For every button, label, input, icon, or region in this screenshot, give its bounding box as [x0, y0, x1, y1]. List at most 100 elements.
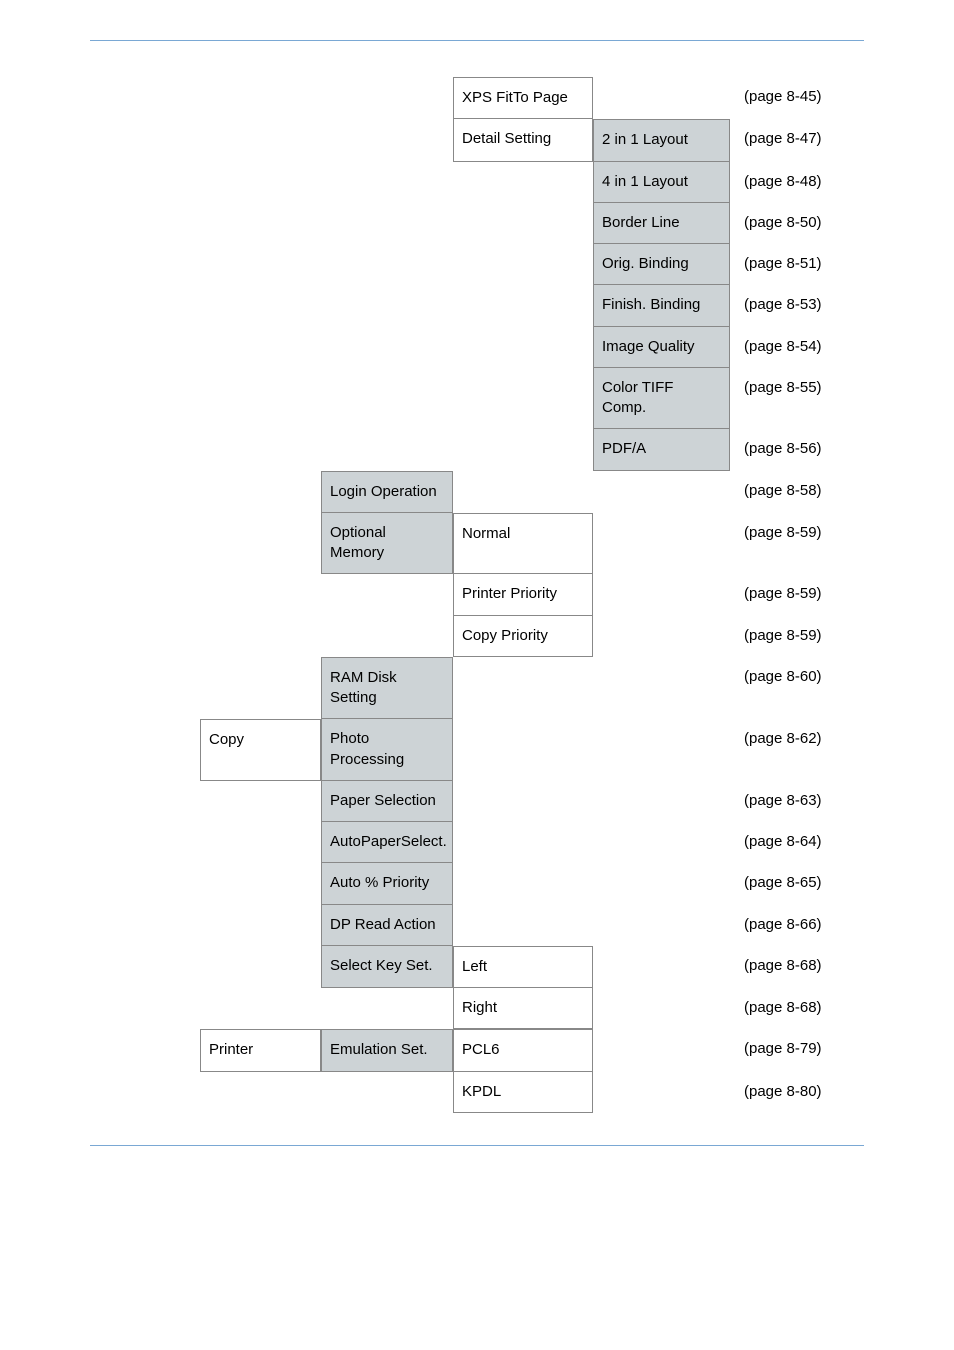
- level3-cell: [453, 471, 593, 513]
- page-ref: (page 8-66): [730, 905, 860, 946]
- level2-cell: Paper Selection: [321, 781, 453, 822]
- level2-cell: [321, 368, 453, 430]
- level3-cell: Normal: [453, 513, 593, 575]
- level3-cell: [453, 285, 593, 326]
- level2-cell: AutoPaperSelect.: [321, 822, 453, 863]
- level2-cell: Auto % Priority: [321, 863, 453, 904]
- level3-cell: Copy Priority: [453, 616, 593, 657]
- level2-cell: Photo Processing: [321, 719, 453, 781]
- level1-cell: Printer: [200, 1029, 321, 1071]
- level2-cell: Login Operation: [321, 471, 453, 513]
- top-rule: [90, 40, 864, 41]
- level1-cell: [200, 822, 321, 863]
- level4-cell: Finish. Binding: [593, 285, 730, 326]
- level4-cell: 2 in 1 Layout: [593, 119, 730, 161]
- level3-cell: [453, 203, 593, 244]
- level1-cell: [200, 162, 321, 203]
- level1-cell: [200, 905, 321, 946]
- page-ref: (page 8-59): [730, 616, 860, 657]
- level1-cell: [200, 616, 321, 657]
- level3-cell: [453, 719, 593, 781]
- page-ref: (page 8-68): [730, 946, 860, 988]
- page-ref: (page 8-56): [730, 429, 860, 470]
- level4-cell: [593, 781, 730, 822]
- level1-cell: [200, 863, 321, 904]
- level4-cell: [593, 822, 730, 863]
- table-row: 4 in 1 Layout(page 8-48): [200, 162, 864, 203]
- level2-cell: [321, 203, 453, 244]
- level3-cell: [453, 863, 593, 904]
- level3-cell: Left: [453, 946, 593, 988]
- page-ref: (page 8-60): [730, 657, 860, 720]
- page-ref: (page 8-80): [730, 1072, 860, 1113]
- table-row: Select Key Set.Left (page 8-68): [200, 946, 864, 988]
- level1-cell: [200, 513, 321, 575]
- table-row: Printer Priority(page 8-59): [200, 574, 864, 615]
- table-row: Detail Setting2 in 1 Layout(page 8-47): [200, 119, 864, 161]
- table-row: KPDL (page 8-80): [200, 1072, 864, 1113]
- level4-cell: [593, 863, 730, 904]
- level3-cell: KPDL: [453, 1072, 593, 1113]
- level2-cell: [321, 429, 453, 470]
- level4-cell: Orig. Binding: [593, 244, 730, 285]
- level1-cell: [200, 327, 321, 368]
- level3-cell: [453, 244, 593, 285]
- page-ref: (page 8-54): [730, 327, 860, 368]
- page-ref: (page 8-50): [730, 203, 860, 244]
- table-row: Border Line(page 8-50): [200, 203, 864, 244]
- page-ref: (page 8-53): [730, 285, 860, 326]
- level4-cell: [593, 905, 730, 946]
- page-ref: (page 8-65): [730, 863, 860, 904]
- level2-cell: [321, 327, 453, 368]
- table-row: Paper Selection (page 8-63): [200, 781, 864, 822]
- level3-cell: Detail Setting: [453, 119, 593, 161]
- level3-cell: [453, 368, 593, 430]
- level3-cell: XPS FitTo Page: [453, 77, 593, 119]
- table-row: Finish. Binding(page 8-53): [200, 285, 864, 326]
- level4-cell: [593, 988, 730, 1029]
- level2-cell: [321, 285, 453, 326]
- table-row: Login Operation (page 8-58): [200, 471, 864, 513]
- level1-cell: [200, 946, 321, 988]
- level4-cell: [593, 946, 730, 988]
- level2-cell: [321, 119, 453, 161]
- table-row: Right (page 8-68): [200, 988, 864, 1029]
- page-ref: (page 8-63): [730, 781, 860, 822]
- page-ref: (page 8-64): [730, 822, 860, 863]
- level4-cell: [593, 471, 730, 513]
- level2-cell: [321, 162, 453, 203]
- level3-cell: Right: [453, 988, 593, 1029]
- level3-cell: [453, 822, 593, 863]
- level3-cell: PCL6: [453, 1029, 593, 1071]
- page-ref: (page 8-59): [730, 513, 860, 575]
- level4-cell: PDF/A: [593, 429, 730, 470]
- table-row: Orig. Binding(page 8-51): [200, 244, 864, 285]
- level2-cell: Select Key Set.: [321, 946, 453, 988]
- level4-cell: Image Quality: [593, 327, 730, 368]
- table-row: PrinterEmulation Set.PCL6(page 8-79): [200, 1029, 864, 1071]
- page-ref: (page 8-58): [730, 471, 860, 513]
- level4-cell: [593, 1029, 730, 1071]
- level4-cell: [593, 574, 730, 615]
- level4-cell: Color TIFF Comp.: [593, 368, 730, 430]
- table-row: PDF/A(page 8-56): [200, 429, 864, 470]
- level3-cell: [453, 429, 593, 470]
- bottom-rule: [90, 1145, 864, 1146]
- page-ref: (page 8-79): [730, 1029, 860, 1071]
- level1-cell: [200, 119, 321, 161]
- level1-cell: [200, 429, 321, 470]
- level1-cell: Copy: [200, 719, 321, 781]
- level4-cell: [593, 77, 730, 119]
- table-row: Image Quality(page 8-54): [200, 327, 864, 368]
- level2-cell: [321, 77, 453, 119]
- level3-cell: [453, 327, 593, 368]
- level1-cell: [200, 574, 321, 615]
- level2-cell: [321, 244, 453, 285]
- level3-cell: [453, 905, 593, 946]
- level4-cell: [593, 616, 730, 657]
- level2-cell: [321, 616, 453, 657]
- level1-cell: [200, 471, 321, 513]
- table-row: Optional MemoryNormal(page 8-59): [200, 513, 864, 575]
- page-ref: (page 8-68): [730, 988, 860, 1029]
- table-row: DP Read Action(page 8-66): [200, 905, 864, 946]
